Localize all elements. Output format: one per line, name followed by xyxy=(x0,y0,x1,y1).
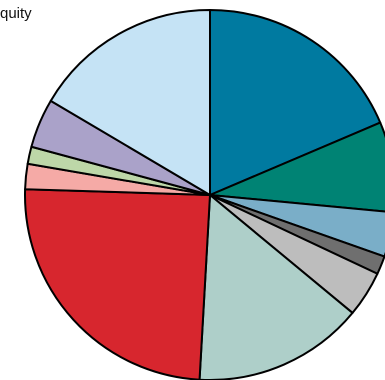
pie-slice-11 xyxy=(49,9,211,196)
pie-slice-1 xyxy=(209,9,382,196)
chart-label: quity xyxy=(0,5,32,22)
pie-slice-7 xyxy=(24,188,211,380)
pie-slice-2 xyxy=(209,121,385,213)
